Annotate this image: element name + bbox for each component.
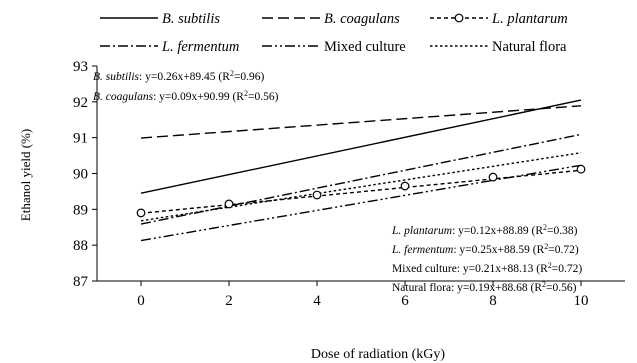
series-line-natural-flora [140, 152, 582, 222]
equation-label: Natural flora: y=0.19x+88.68 (R2=0.56) [392, 280, 577, 294]
x-tick-label: 6 [401, 293, 409, 309]
y-tick-label: 91 [73, 131, 88, 147]
equation-annotations: B. subtilis: y=0.26x+89.45 (R2=0.96) B. c… [93, 69, 582, 294]
equation-label: B. subtilis: y=0.26x+89.45 (R2=0.96) [93, 69, 265, 83]
data-point [136, 208, 146, 218]
series-line-mixed-culture [140, 164, 582, 242]
equation-label: B. coagulans: y=0.09x+90.99 (R2=0.56) [93, 89, 279, 103]
legend-entry: Mixed culture [262, 39, 406, 55]
y-tick-label: 93 [73, 59, 88, 75]
series-lines [140, 99, 582, 242]
data-point [400, 181, 410, 191]
x-tick-label: 4 [313, 293, 321, 309]
x-tick-label: 2 [225, 293, 233, 309]
legend: B. subtilis B. coagulans L. plantarum L. fe… [100, 11, 568, 55]
series-line-b-coagulans [140, 105, 582, 139]
data-point [488, 172, 498, 182]
data-markers [136, 164, 586, 218]
equation-label: L. fermentum: y=0.25x+88.59 (R2=0.72) [391, 242, 579, 256]
legend-label: B. coagulans [324, 11, 400, 27]
y-tick-label: 89 [73, 202, 88, 218]
equation-label: Mixed culture: y=0.21x+88.13 (R2=0.72) [392, 261, 582, 275]
legend-entry: L. fermentum [100, 39, 239, 55]
series-line-b-subtilis [140, 99, 582, 194]
axes: 87 88 89 90 91 92 93 0 2 4 6 8 10 [73, 59, 625, 309]
legend-label: Mixed culture [324, 39, 406, 55]
legend-label: L. plantarum [491, 11, 568, 27]
y-tick-label: 88 [73, 238, 88, 254]
legend-entry: B. coagulans [262, 11, 400, 27]
y-tick-label: 90 [73, 167, 88, 183]
x-tick-label: 8 [489, 293, 497, 309]
x-tick-label: 0 [137, 293, 145, 309]
legend-entry: Natural flora [430, 39, 567, 55]
data-point [224, 199, 234, 209]
legend-entry: B. subtilis [100, 11, 220, 27]
data-point [312, 190, 322, 200]
legend-marker [454, 13, 464, 23]
x-axis-label: Dose of radiation (kGy) [311, 347, 445, 362]
y-tick-label: 92 [73, 95, 88, 111]
legend-label: Natural flora [492, 39, 567, 55]
y-axis-label: Ethanol yield (%) [18, 129, 33, 221]
data-point [576, 164, 586, 174]
equation-label: L. plantarum: y=0.12x+88.89 (R2=0.38) [391, 223, 578, 237]
series-line-l-fermentum [140, 133, 582, 225]
legend-label: B. subtilis [162, 11, 220, 27]
legend-entry: L. plantarum [430, 11, 568, 27]
y-tick-label: 87 [73, 274, 89, 290]
series-line-l-plantarum [140, 169, 582, 214]
legend-label: L. fermentum [161, 39, 239, 55]
x-tick-label: 10 [574, 293, 589, 309]
